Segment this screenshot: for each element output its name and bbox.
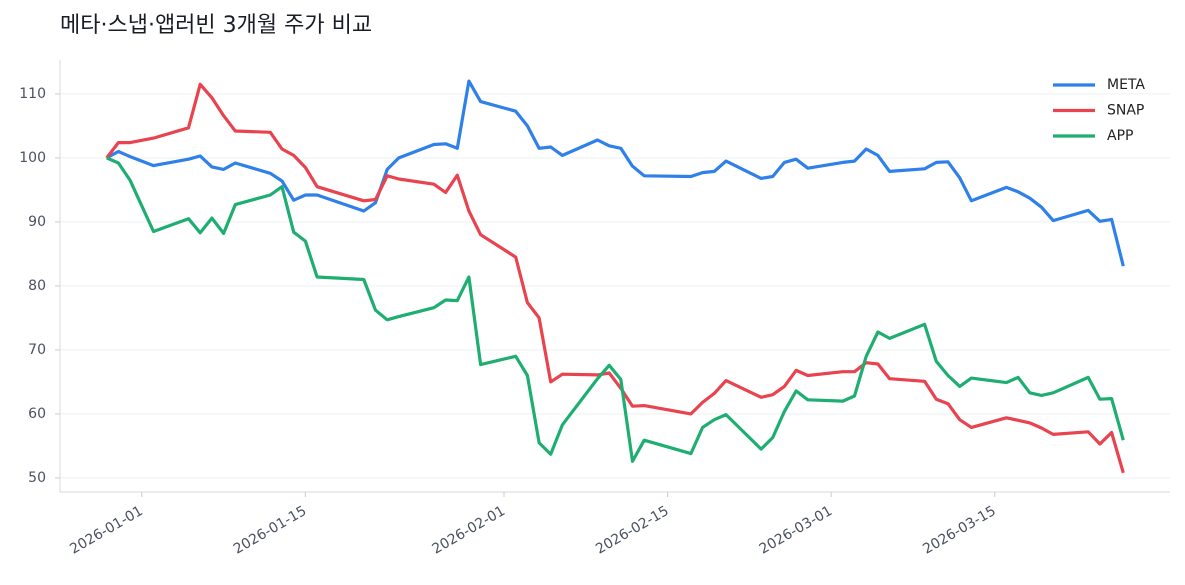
legend-text: APP xyxy=(1107,128,1133,144)
y-tick-label: 90 xyxy=(28,214,46,230)
legend-text: META xyxy=(1107,77,1145,93)
y-tick-label: 80 xyxy=(28,278,46,294)
x-tick-label: 2026-02-01 xyxy=(430,503,508,558)
y-tick-label: 50 xyxy=(28,470,46,486)
y-tick-label: 60 xyxy=(28,406,46,422)
x-tick-label: 2026-01-01 xyxy=(67,503,145,558)
chart-title: 메타·스냅·앱러빈 3개월 주가 비교 xyxy=(60,13,372,38)
line xyxy=(105,82,1125,474)
x-tick-label: 2026-03-01 xyxy=(757,503,835,558)
x-tick-label: 2026-03-15 xyxy=(920,503,998,558)
line xyxy=(106,156,1125,463)
y-tick-label: 110 xyxy=(19,86,46,102)
x-tick-label: 2026-02-15 xyxy=(593,503,671,558)
legend-text: SNAP xyxy=(1107,103,1144,119)
y-tick-label: 100 xyxy=(19,150,46,166)
line xyxy=(105,79,1125,267)
y-tick-label: 70 xyxy=(28,342,46,358)
x-tick-label: 2026-01-15 xyxy=(231,503,309,558)
